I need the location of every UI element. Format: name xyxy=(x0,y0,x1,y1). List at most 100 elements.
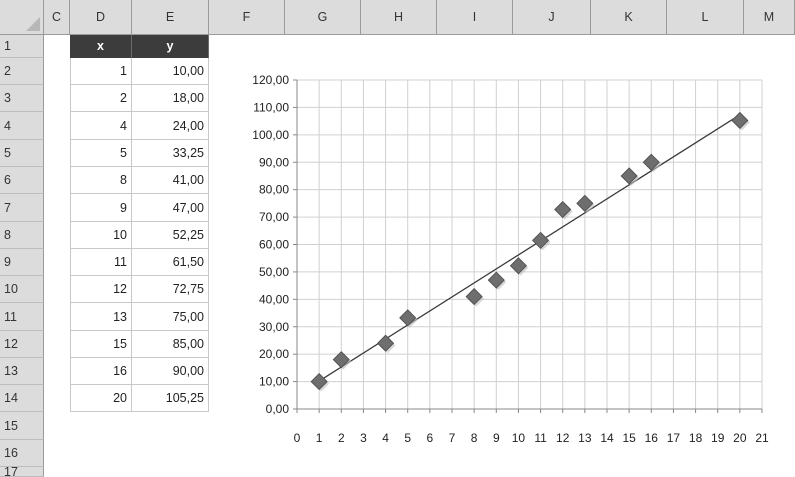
table-cell-x[interactable]: 1 xyxy=(70,58,132,85)
table-cell-x[interactable]: 9 xyxy=(70,194,132,222)
x-tick-label: 5 xyxy=(404,431,411,445)
table-cell-y[interactable]: 18,00 xyxy=(132,85,209,112)
table-cell-y[interactable]: 72,75 xyxy=(132,276,209,303)
table-cell-x[interactable]: 5 xyxy=(70,140,132,167)
table-cell-x[interactable]: 2 xyxy=(70,85,132,112)
x-tick-label: 3 xyxy=(360,431,367,445)
table-cell-y[interactable]: 33,25 xyxy=(132,140,209,167)
table-header-y[interactable]: y xyxy=(132,35,209,58)
column-header-k[interactable]: K xyxy=(591,0,667,35)
table-cell-y[interactable]: 90,00 xyxy=(132,358,209,385)
column-header-i[interactable]: I xyxy=(437,0,513,35)
x-tick-label: 11 xyxy=(534,431,547,445)
row-header-17[interactable]: 17 xyxy=(0,467,44,477)
row-header-5[interactable]: 5 xyxy=(0,140,44,167)
x-tick-label: 17 xyxy=(667,431,681,445)
row-header-7[interactable]: 7 xyxy=(0,194,44,222)
table-cell-y[interactable]: 61,50 xyxy=(132,249,209,276)
data-point-shadow xyxy=(623,169,640,186)
data-point xyxy=(620,167,638,185)
column-header-d[interactable]: D xyxy=(70,0,132,35)
row-header-6[interactable]: 6 xyxy=(0,167,44,194)
column-header-e[interactable]: E xyxy=(132,0,209,35)
row-header-13[interactable]: 13 xyxy=(0,358,44,385)
row-header-3[interactable]: 3 xyxy=(0,85,44,112)
data-point xyxy=(377,334,395,352)
table-cell-y[interactable]: 24,00 xyxy=(132,112,209,140)
x-tick-label: 2 xyxy=(338,431,345,445)
row-header-16[interactable]: 16 xyxy=(0,440,44,467)
column-header-h[interactable]: H xyxy=(361,0,437,35)
row-header-10[interactable]: 10 xyxy=(0,276,44,303)
table-cell-x[interactable]: 11 xyxy=(70,249,132,276)
row-header-8[interactable]: 8 xyxy=(0,222,44,249)
row-header-14[interactable]: 14 xyxy=(0,385,44,412)
data-point xyxy=(642,153,660,171)
y-tick-label: 60,00 xyxy=(259,238,289,252)
x-tick-label: 16 xyxy=(645,431,659,445)
y-tick-label: 110,00 xyxy=(253,100,289,114)
data-point xyxy=(332,351,350,369)
x-tick-label: 1 xyxy=(316,431,323,445)
column-header-l[interactable]: L xyxy=(667,0,744,35)
column-header-c[interactable]: C xyxy=(44,0,70,35)
data-point-shadow xyxy=(490,274,507,291)
table-cell-y[interactable]: 47,00 xyxy=(132,194,209,222)
table-cell-x[interactable]: 20 xyxy=(70,385,132,412)
table-cell-x[interactable]: 15 xyxy=(70,331,132,358)
data-point xyxy=(310,373,328,391)
table-cell-y[interactable]: 75,00 xyxy=(132,303,209,331)
x-tick-label: 15 xyxy=(622,431,636,445)
x-tick-label: 14 xyxy=(600,431,614,445)
table-header-x[interactable]: x xyxy=(70,35,132,58)
y-tick-label: 70,00 xyxy=(259,210,289,224)
column-header-j[interactable]: J xyxy=(513,0,591,35)
row-header-12[interactable]: 12 xyxy=(0,331,44,358)
table-cell-y[interactable]: 105,25 xyxy=(132,385,209,412)
x-tick-label: 13 xyxy=(578,431,592,445)
data-point-shadow xyxy=(556,203,573,220)
table-cell-x[interactable]: 16 xyxy=(70,358,132,385)
row-header-15[interactable]: 15 xyxy=(0,412,44,440)
column-header-f[interactable]: F xyxy=(209,0,285,35)
table-cell-y[interactable]: 41,00 xyxy=(132,167,209,194)
table-cell-y[interactable]: 52,25 xyxy=(132,222,209,249)
y-tick-label: 90,00 xyxy=(259,155,289,169)
data-point-shadow xyxy=(578,197,595,214)
table-cell-x[interactable]: 13 xyxy=(70,303,132,331)
row-header-11[interactable]: 11 xyxy=(0,303,44,331)
y-tick-label: 30,00 xyxy=(259,320,289,334)
trendline xyxy=(318,114,741,382)
row-header-2[interactable]: 2 xyxy=(0,58,44,85)
y-tick-label: 50,00 xyxy=(259,265,289,279)
data-point-shadow xyxy=(313,375,330,392)
column-header-g[interactable]: G xyxy=(285,0,361,35)
row-header-9[interactable]: 9 xyxy=(0,249,44,276)
data-point-shadow xyxy=(401,311,418,328)
table-cell-x[interactable]: 10 xyxy=(70,222,132,249)
table-cell-y[interactable]: 10,00 xyxy=(132,58,209,85)
data-point xyxy=(399,309,417,327)
data-point xyxy=(509,257,527,275)
x-tick-label: 12 xyxy=(556,431,570,445)
select-all-corner[interactable] xyxy=(0,0,44,35)
row-header-1[interactable]: 1 xyxy=(0,35,44,58)
data-point-shadow xyxy=(512,259,529,276)
data-point-shadow xyxy=(468,290,485,307)
data-point-shadow xyxy=(645,156,662,173)
table-cell-x[interactable]: 4 xyxy=(70,112,132,140)
table-cell-x[interactable]: 8 xyxy=(70,167,132,194)
row-header-4[interactable]: 4 xyxy=(0,112,44,140)
data-point xyxy=(487,271,505,289)
table-cell-x[interactable]: 12 xyxy=(70,276,132,303)
data-point xyxy=(532,231,550,249)
data-point xyxy=(576,194,594,212)
y-tick-label: 40,00 xyxy=(259,292,289,306)
y-tick-label: 0,00 xyxy=(266,402,290,416)
data-point-shadow xyxy=(534,234,551,251)
x-tick-label: 7 xyxy=(449,431,456,445)
column-header-m[interactable]: M xyxy=(744,0,795,35)
table-cell-y[interactable]: 85,00 xyxy=(132,331,209,358)
x-tick-label: 18 xyxy=(689,431,703,445)
